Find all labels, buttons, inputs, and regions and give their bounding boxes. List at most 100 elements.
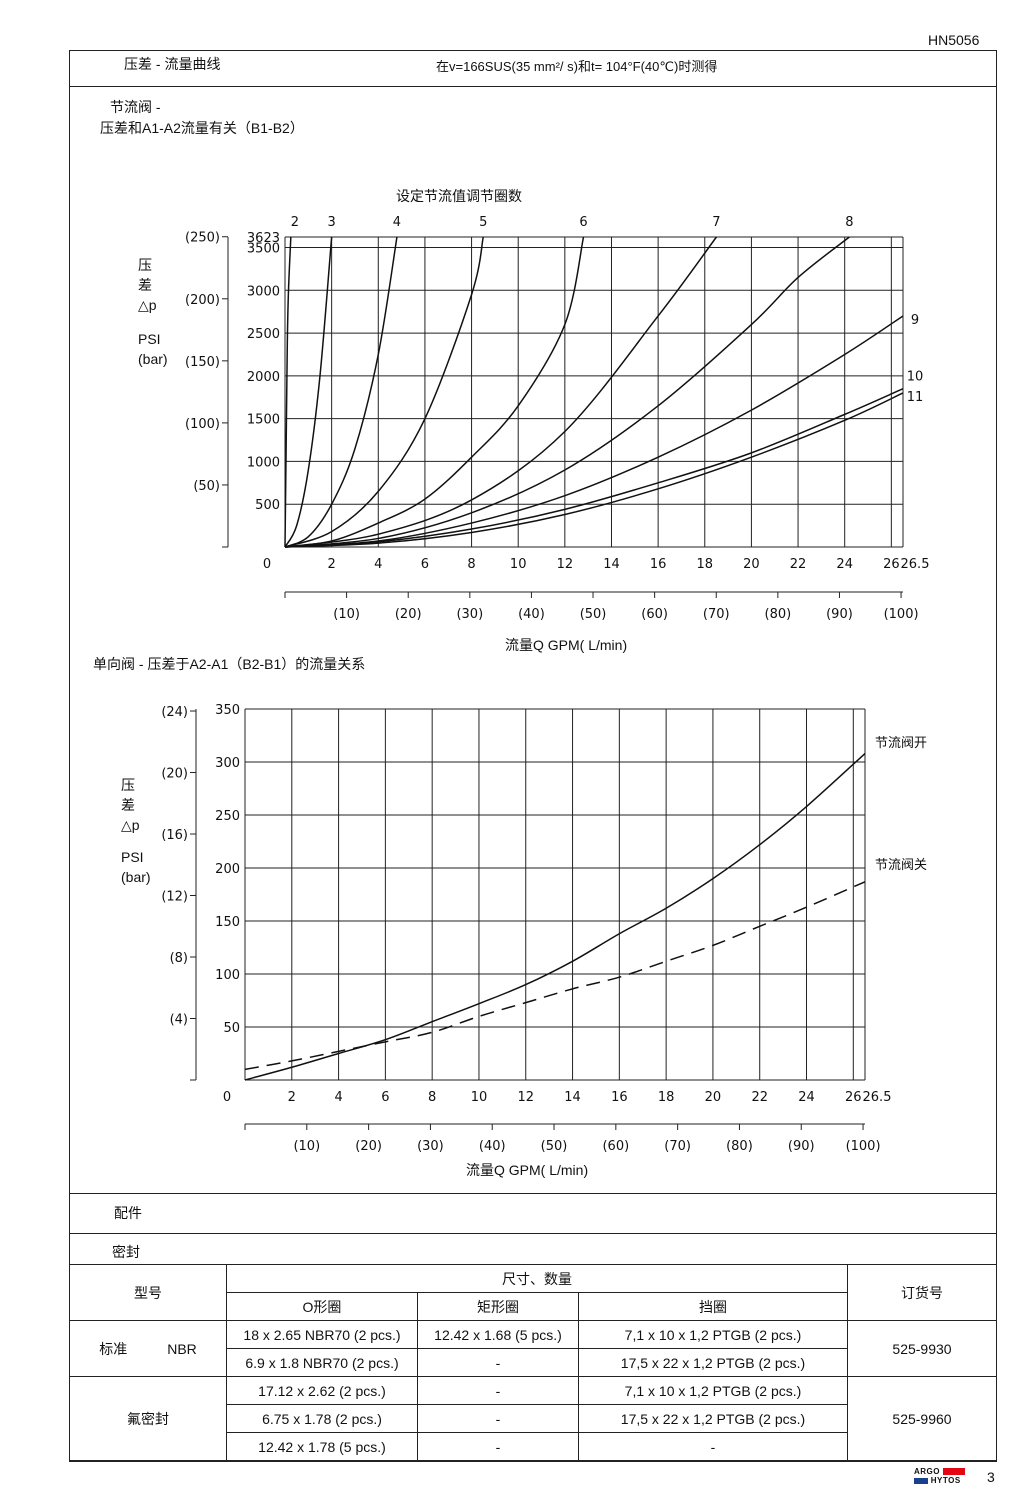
series-label-closed: 节流阀关	[875, 858, 927, 873]
x-tick-label: 22	[751, 1090, 768, 1105]
series-label-10: 10	[907, 370, 924, 385]
cell-oring: 12.42 x 1.78 (5 pcs.)	[226, 1432, 418, 1461]
series-label-9: 9	[911, 313, 919, 328]
bar-tick-label: (100)	[185, 417, 220, 432]
lmin-tick-label: (70)	[664, 1139, 691, 1154]
group-nbr-label: 标准 NBR	[69, 1320, 227, 1377]
x-tick-label: 16	[650, 557, 667, 572]
cell-backup: 17,5 x 22 x 1,2 PTGB (2 pcs.)	[578, 1348, 848, 1377]
group-label: 标准	[99, 1340, 128, 1357]
x-tick-label: 24	[836, 557, 853, 572]
cell-rect-ring: -	[417, 1404, 579, 1433]
ylabel-line: 差	[138, 277, 152, 293]
bar-tick-label: (150)	[185, 355, 220, 370]
lmin-tick-label: (40)	[479, 1139, 506, 1154]
ylabel-line: 压	[138, 257, 152, 273]
series-label-6: 6	[579, 215, 587, 230]
x-tick-label: 8	[467, 557, 475, 572]
header-size-qty: 尺寸、数量	[226, 1264, 848, 1293]
series-line-8	[284, 236, 850, 548]
lmin-tick-label: (30)	[456, 607, 483, 622]
logo-argo: ARGO	[914, 1467, 940, 1476]
x-tick-label: 0	[223, 1090, 231, 1105]
series-label-8: 8	[845, 215, 853, 230]
bar-tick-label: (20)	[161, 767, 188, 782]
bar-tick-label: (8)	[170, 951, 188, 966]
series-line-9	[284, 315, 904, 548]
x-tick-label: 26.5	[901, 557, 930, 572]
logo-blue-block	[914, 1477, 928, 1484]
x-tick-label: 12	[557, 557, 574, 572]
y-tick-label: 200	[215, 862, 240, 877]
chart1-heading-line2: 压差和A1-A2流量有关（B1-B2）	[100, 120, 304, 136]
x-tick-label: 22	[790, 557, 807, 572]
x-tick-label: 8	[428, 1090, 436, 1105]
series-label-4: 4	[393, 215, 401, 230]
table-row: 氟密封 17.12 x 2.62 (2 pcs.) - 7,1 x 10 x 1…	[69, 1376, 997, 1461]
x-tick-label: 2	[288, 1090, 296, 1105]
y-tick-label: 1000	[247, 455, 280, 470]
lmin-tick-label: (20)	[355, 1139, 382, 1154]
accessories-label: 配件	[114, 1205, 142, 1221]
lmin-tick-label: (70)	[703, 607, 730, 622]
series-line-4	[284, 236, 398, 548]
y-tick-label: 250	[215, 809, 240, 824]
y-tick-label: 2000	[247, 370, 280, 385]
cell-oring: 6.9 x 1.8 NBR70 (2 pcs.)	[226, 1348, 418, 1377]
series-line-2	[284, 236, 292, 548]
lmin-tick-label: (90)	[826, 607, 853, 622]
series-label-3: 3	[328, 215, 336, 230]
lmin-tick-label: (60)	[602, 1139, 629, 1154]
logo-red-block	[942, 1468, 965, 1476]
series-line-10	[284, 388, 904, 548]
y-tick-label: 3500	[247, 242, 280, 257]
x-tick-label: 20	[705, 1090, 722, 1105]
x-tick-label: 16	[611, 1090, 628, 1105]
series-label-open: 节流阀开	[875, 736, 927, 751]
y-tick-label: 3623	[247, 231, 280, 246]
x-tick-label: 14	[603, 557, 620, 572]
lmin-tick-label: (60)	[641, 607, 668, 622]
chart2-heading: 单向阀 - 压差于A2-A1（B2-B1）的流量关系	[93, 656, 366, 672]
lmin-tick-label: (10)	[293, 1139, 320, 1154]
cell-backup: 7,1 x 10 x 1,2 PTGB (2 pcs.)	[578, 1376, 848, 1405]
section-condition: 在v=166SUS(35 mm²/ s)和t= 104°F(40℃)时测得	[436, 59, 718, 74]
series-line-节流阀开	[244, 752, 866, 1081]
header-backup: 挡圈	[578, 1292, 848, 1321]
header-rect-ring: 矩形圈	[417, 1292, 579, 1321]
cell-oring: 18 x 2.65 NBR70 (2 pcs.)	[226, 1320, 418, 1349]
header-order-no: 订货号	[847, 1264, 997, 1321]
x-tick-label: 12	[517, 1090, 534, 1105]
series-label-5: 5	[479, 215, 487, 230]
divider	[69, 86, 997, 87]
seals-label: 密封	[112, 1244, 140, 1260]
bar-tick-label: (250)	[185, 231, 220, 246]
group-material: NBR	[167, 1340, 197, 1357]
x-tick-label: 14	[564, 1090, 581, 1105]
x-tick-label: 26	[883, 557, 900, 572]
chart2-xlabel: 流量Q GPM( L/min)	[466, 1162, 589, 1178]
cell-rect-ring: -	[417, 1348, 579, 1377]
divider	[69, 1233, 997, 1234]
chart2-ylabel: 压 差 △p PSI (bar)	[121, 775, 151, 887]
cell-rect-ring: 12.42 x 1.68 (5 pcs.)	[417, 1320, 579, 1349]
header-type: 型号	[69, 1264, 227, 1321]
order-no: 525-9930	[847, 1320, 997, 1377]
x-tick-label: 18	[697, 557, 714, 572]
x-tick-label: 4	[374, 557, 382, 572]
chart1-xlabel: 流量Q GPM( L/min)	[505, 637, 628, 653]
y-tick-label: 2500	[247, 327, 280, 342]
series-label-7: 7	[712, 215, 720, 230]
series-line-7	[284, 236, 718, 548]
lmin-tick-label: (30)	[417, 1139, 444, 1154]
bar-tick-label: (200)	[185, 293, 220, 308]
x-tick-label: 6	[381, 1090, 389, 1105]
x-tick-label: 20	[743, 557, 760, 572]
lmin-tick-label: (80)	[765, 607, 792, 622]
ylabel-line: (bar)	[138, 351, 168, 367]
group-fkm-label: 氟密封	[69, 1376, 227, 1461]
cell-backup: 17,5 x 22 x 1,2 PTGB (2 pcs.)	[578, 1404, 848, 1433]
ylabel-line: 差	[121, 797, 135, 813]
bar-tick-label: (24)	[161, 705, 188, 720]
